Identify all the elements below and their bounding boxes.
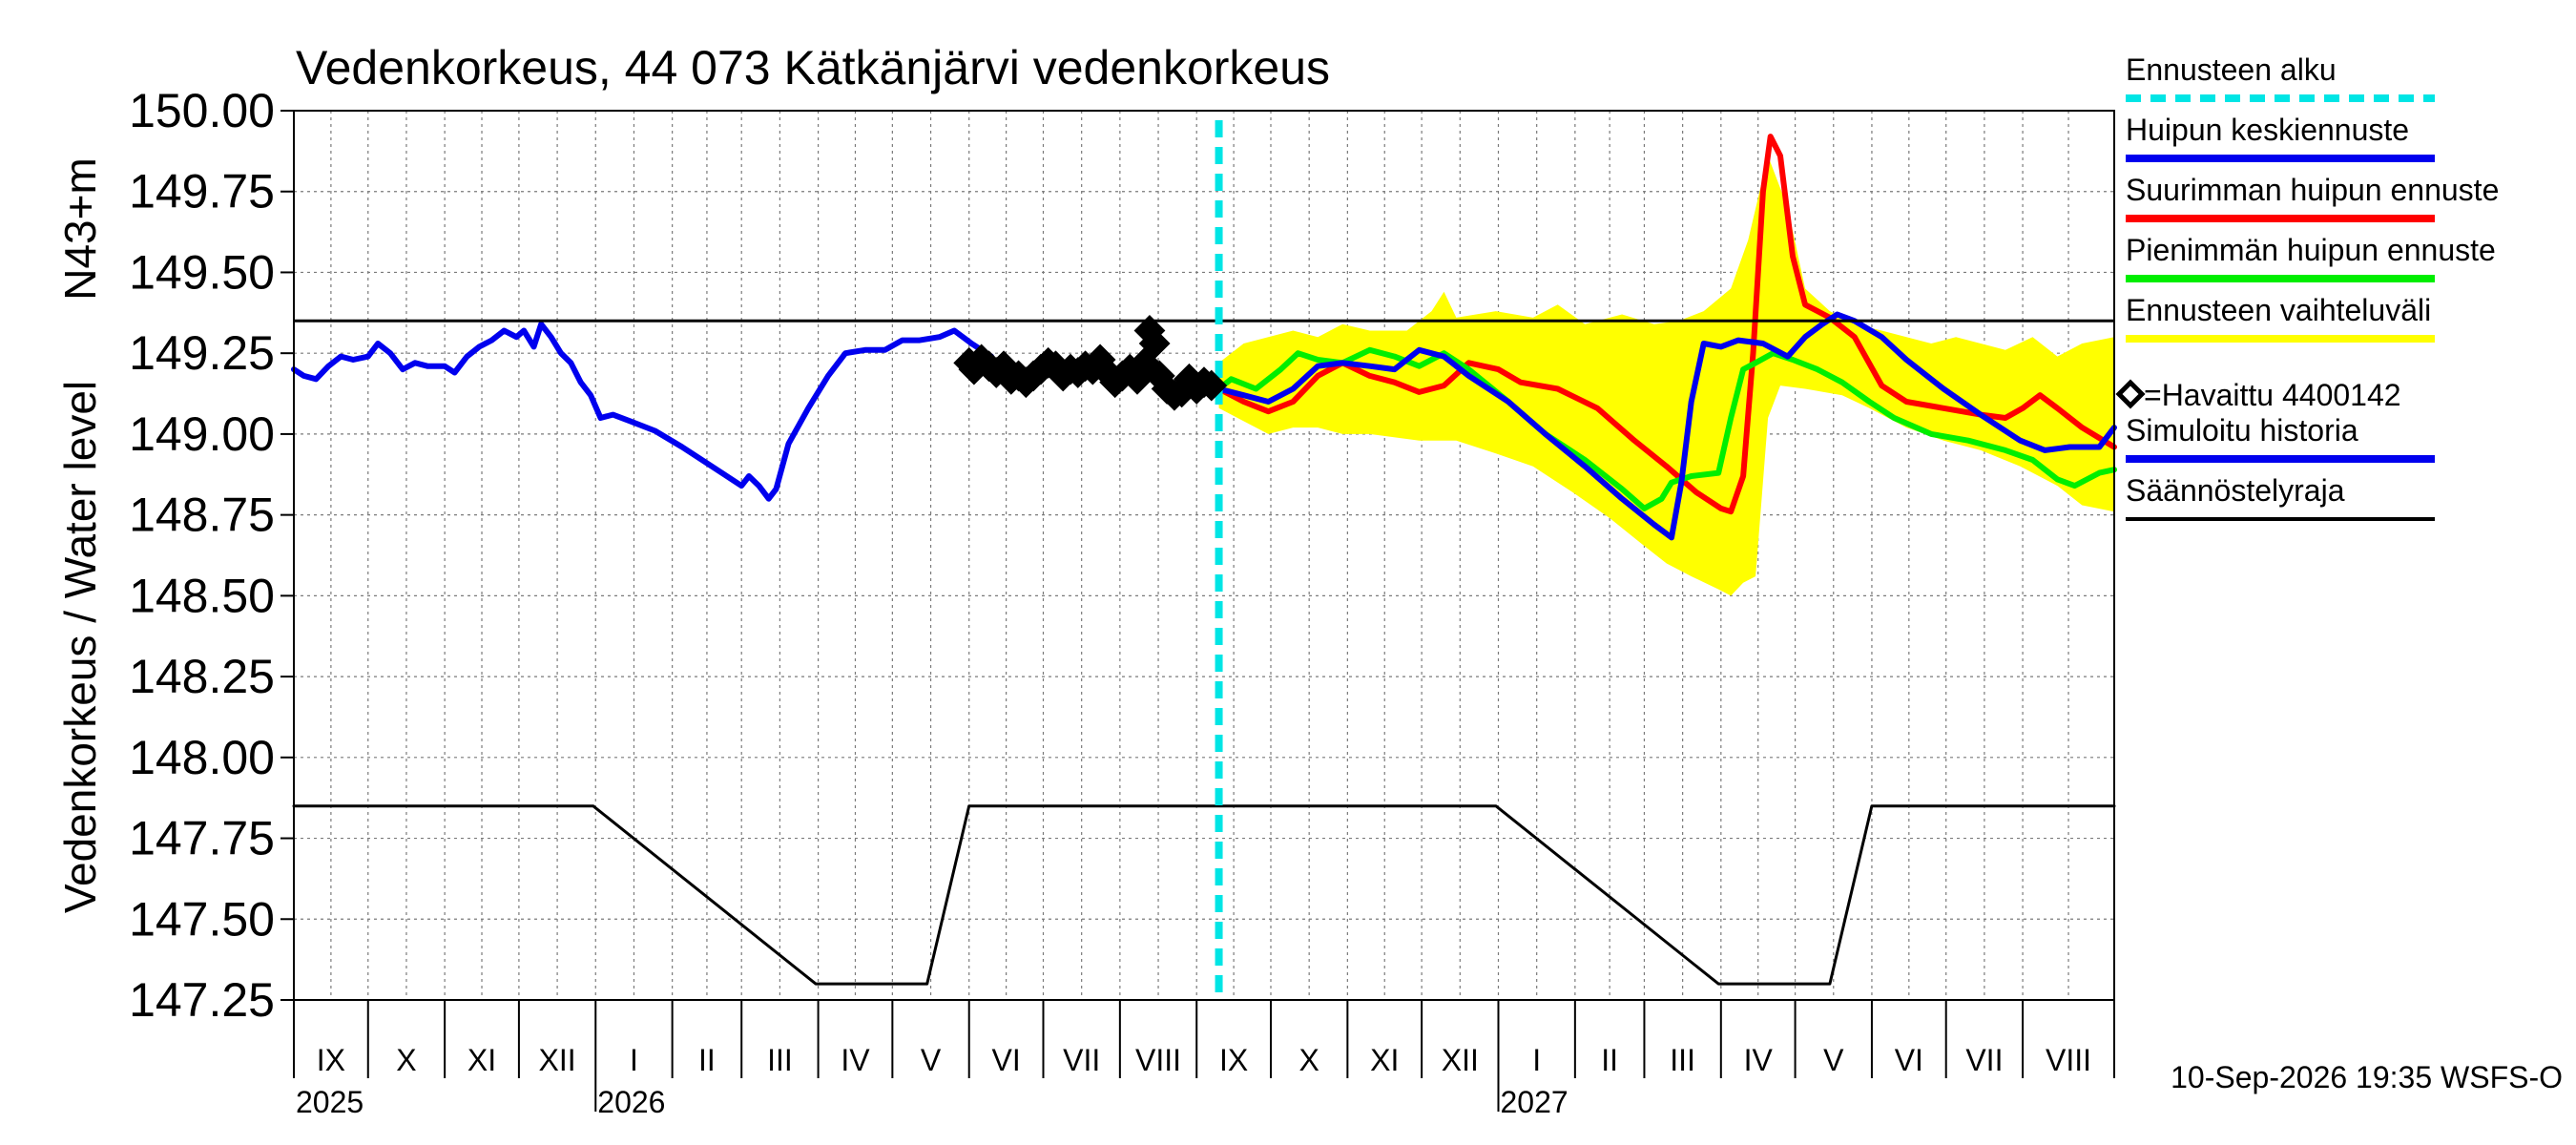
legend-observed-label: =Havaittu 4400142 — [2144, 378, 2401, 412]
legend-observed-marker — [2115, 379, 2146, 409]
max-peak-forecast-line — [1215, 134, 2117, 515]
x-month-label: XII — [539, 1043, 576, 1077]
x-year-label: 2026 — [597, 1085, 665, 1119]
regulation-limit-line — [292, 804, 2116, 986]
x-month-label: VI — [991, 1043, 1020, 1077]
legend: Ennusteen alku Huipun keskiennuste Suurimm… — [2115, 52, 2499, 521]
y-tick-label: 148.75 — [129, 489, 275, 542]
x-month-label: V — [1823, 1043, 1844, 1077]
forecast-range-band — [1218, 156, 2114, 596]
x-month-label: II — [1601, 1043, 1618, 1077]
y-tick-label: 149.50 — [129, 245, 275, 299]
observed-markers-layer — [953, 315, 1228, 411]
x-month-label: XI — [467, 1043, 496, 1077]
x-month-label: II — [698, 1043, 716, 1077]
x-month-label: IX — [317, 1043, 345, 1077]
simulated-history-line — [291, 321, 995, 502]
y-tick-label: 149.75 — [129, 165, 275, 219]
y-tick-label: 149.00 — [129, 407, 275, 461]
y-tick-label: 148.00 — [129, 731, 275, 784]
y-tick-label: 148.50 — [129, 569, 275, 622]
legend-regulation-limit-label: Säännöstelyraja — [2126, 473, 2345, 508]
grid-lines — [293, 110, 2114, 1001]
legend-min-peak-forecast-label: Pienimmän huipun ennuste — [2126, 233, 2496, 267]
x-month-label: VI — [1895, 1043, 1923, 1077]
observed-marker — [1138, 327, 1171, 360]
x-month-label: I — [1532, 1043, 1541, 1077]
x-month-label: VIII — [1135, 1043, 1181, 1077]
x-axis-ticks: IX X XI XII I II III IV V VI VII VIII IX X XI XII I II III… — [293, 1000, 2115, 1119]
y-tick-label: 149.25 — [129, 326, 275, 380]
x-month-label: IX — [1219, 1043, 1248, 1077]
legend-simulated-history-label: Simuloitu historia — [2126, 413, 2358, 448]
y-tick-label: 150.00 — [129, 84, 275, 137]
legend-max-peak-forecast-label: Suurimman huipun ennuste — [2126, 173, 2499, 207]
series-layer — [291, 120, 2117, 1000]
x-month-label: X — [396, 1043, 416, 1077]
x-month-label: V — [921, 1043, 942, 1077]
legend-forecast-start-label: Ennusteen alku — [2126, 52, 2337, 87]
forecast-range-band-layer — [1218, 156, 2114, 596]
timestamp: 10-Sep-2026 19:35 WSFS-O — [2171, 1060, 2563, 1094]
y-tick-label: 147.25 — [129, 973, 275, 1027]
y-axis-label: Vedenkorkeus / Water level — [55, 381, 105, 913]
x-month-label: I — [630, 1043, 638, 1077]
x-year-label: 2027 — [1500, 1085, 1568, 1119]
x-month-label: VII — [1965, 1043, 2003, 1077]
y-tick-label: 148.25 — [129, 650, 275, 703]
x-month-label: IV — [841, 1043, 870, 1077]
legend-mean-peak-forecast-label: Huipun keskiennuste — [2126, 113, 2409, 147]
y-axis-ticks: 150.00 149.75 149.50 149.25 149.00 148.75 148.… — [129, 84, 294, 1027]
x-month-label: VIII — [2046, 1043, 2091, 1077]
observed-marker — [1195, 369, 1228, 402]
chart-title: Vedenkorkeus, 44 073 Kätkänjärvi vedenko… — [296, 41, 1330, 94]
legend-forecast-range-label: Ennusteen vaihteluväli — [2126, 293, 2431, 327]
y-axis-unit: N43+m — [55, 157, 105, 301]
x-month-label: VII — [1063, 1043, 1100, 1077]
mean-peak-forecast-line — [1215, 311, 2117, 541]
x-month-label: X — [1299, 1043, 1319, 1077]
plot-frame — [293, 110, 2115, 1001]
x-year-label: 2025 — [296, 1085, 364, 1119]
x-month-label: XII — [1442, 1043, 1479, 1077]
x-month-label: III — [1670, 1043, 1695, 1077]
y-tick-label: 147.50 — [129, 892, 275, 946]
x-month-label: III — [767, 1043, 793, 1077]
x-month-label: XI — [1370, 1043, 1399, 1077]
y-tick-label: 147.75 — [129, 812, 275, 865]
x-month-label: IV — [1744, 1043, 1774, 1077]
